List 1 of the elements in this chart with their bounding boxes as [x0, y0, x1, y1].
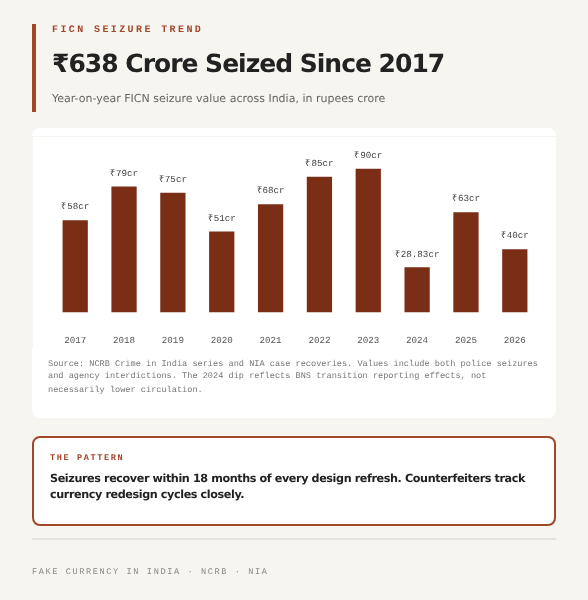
chart-title: ₹638 Crore Seized Since 2017 — [52, 46, 445, 82]
